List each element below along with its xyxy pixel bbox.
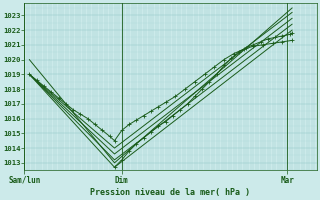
X-axis label: Pression niveau de la mer( hPa ): Pression niveau de la mer( hPa ) bbox=[91, 188, 251, 197]
